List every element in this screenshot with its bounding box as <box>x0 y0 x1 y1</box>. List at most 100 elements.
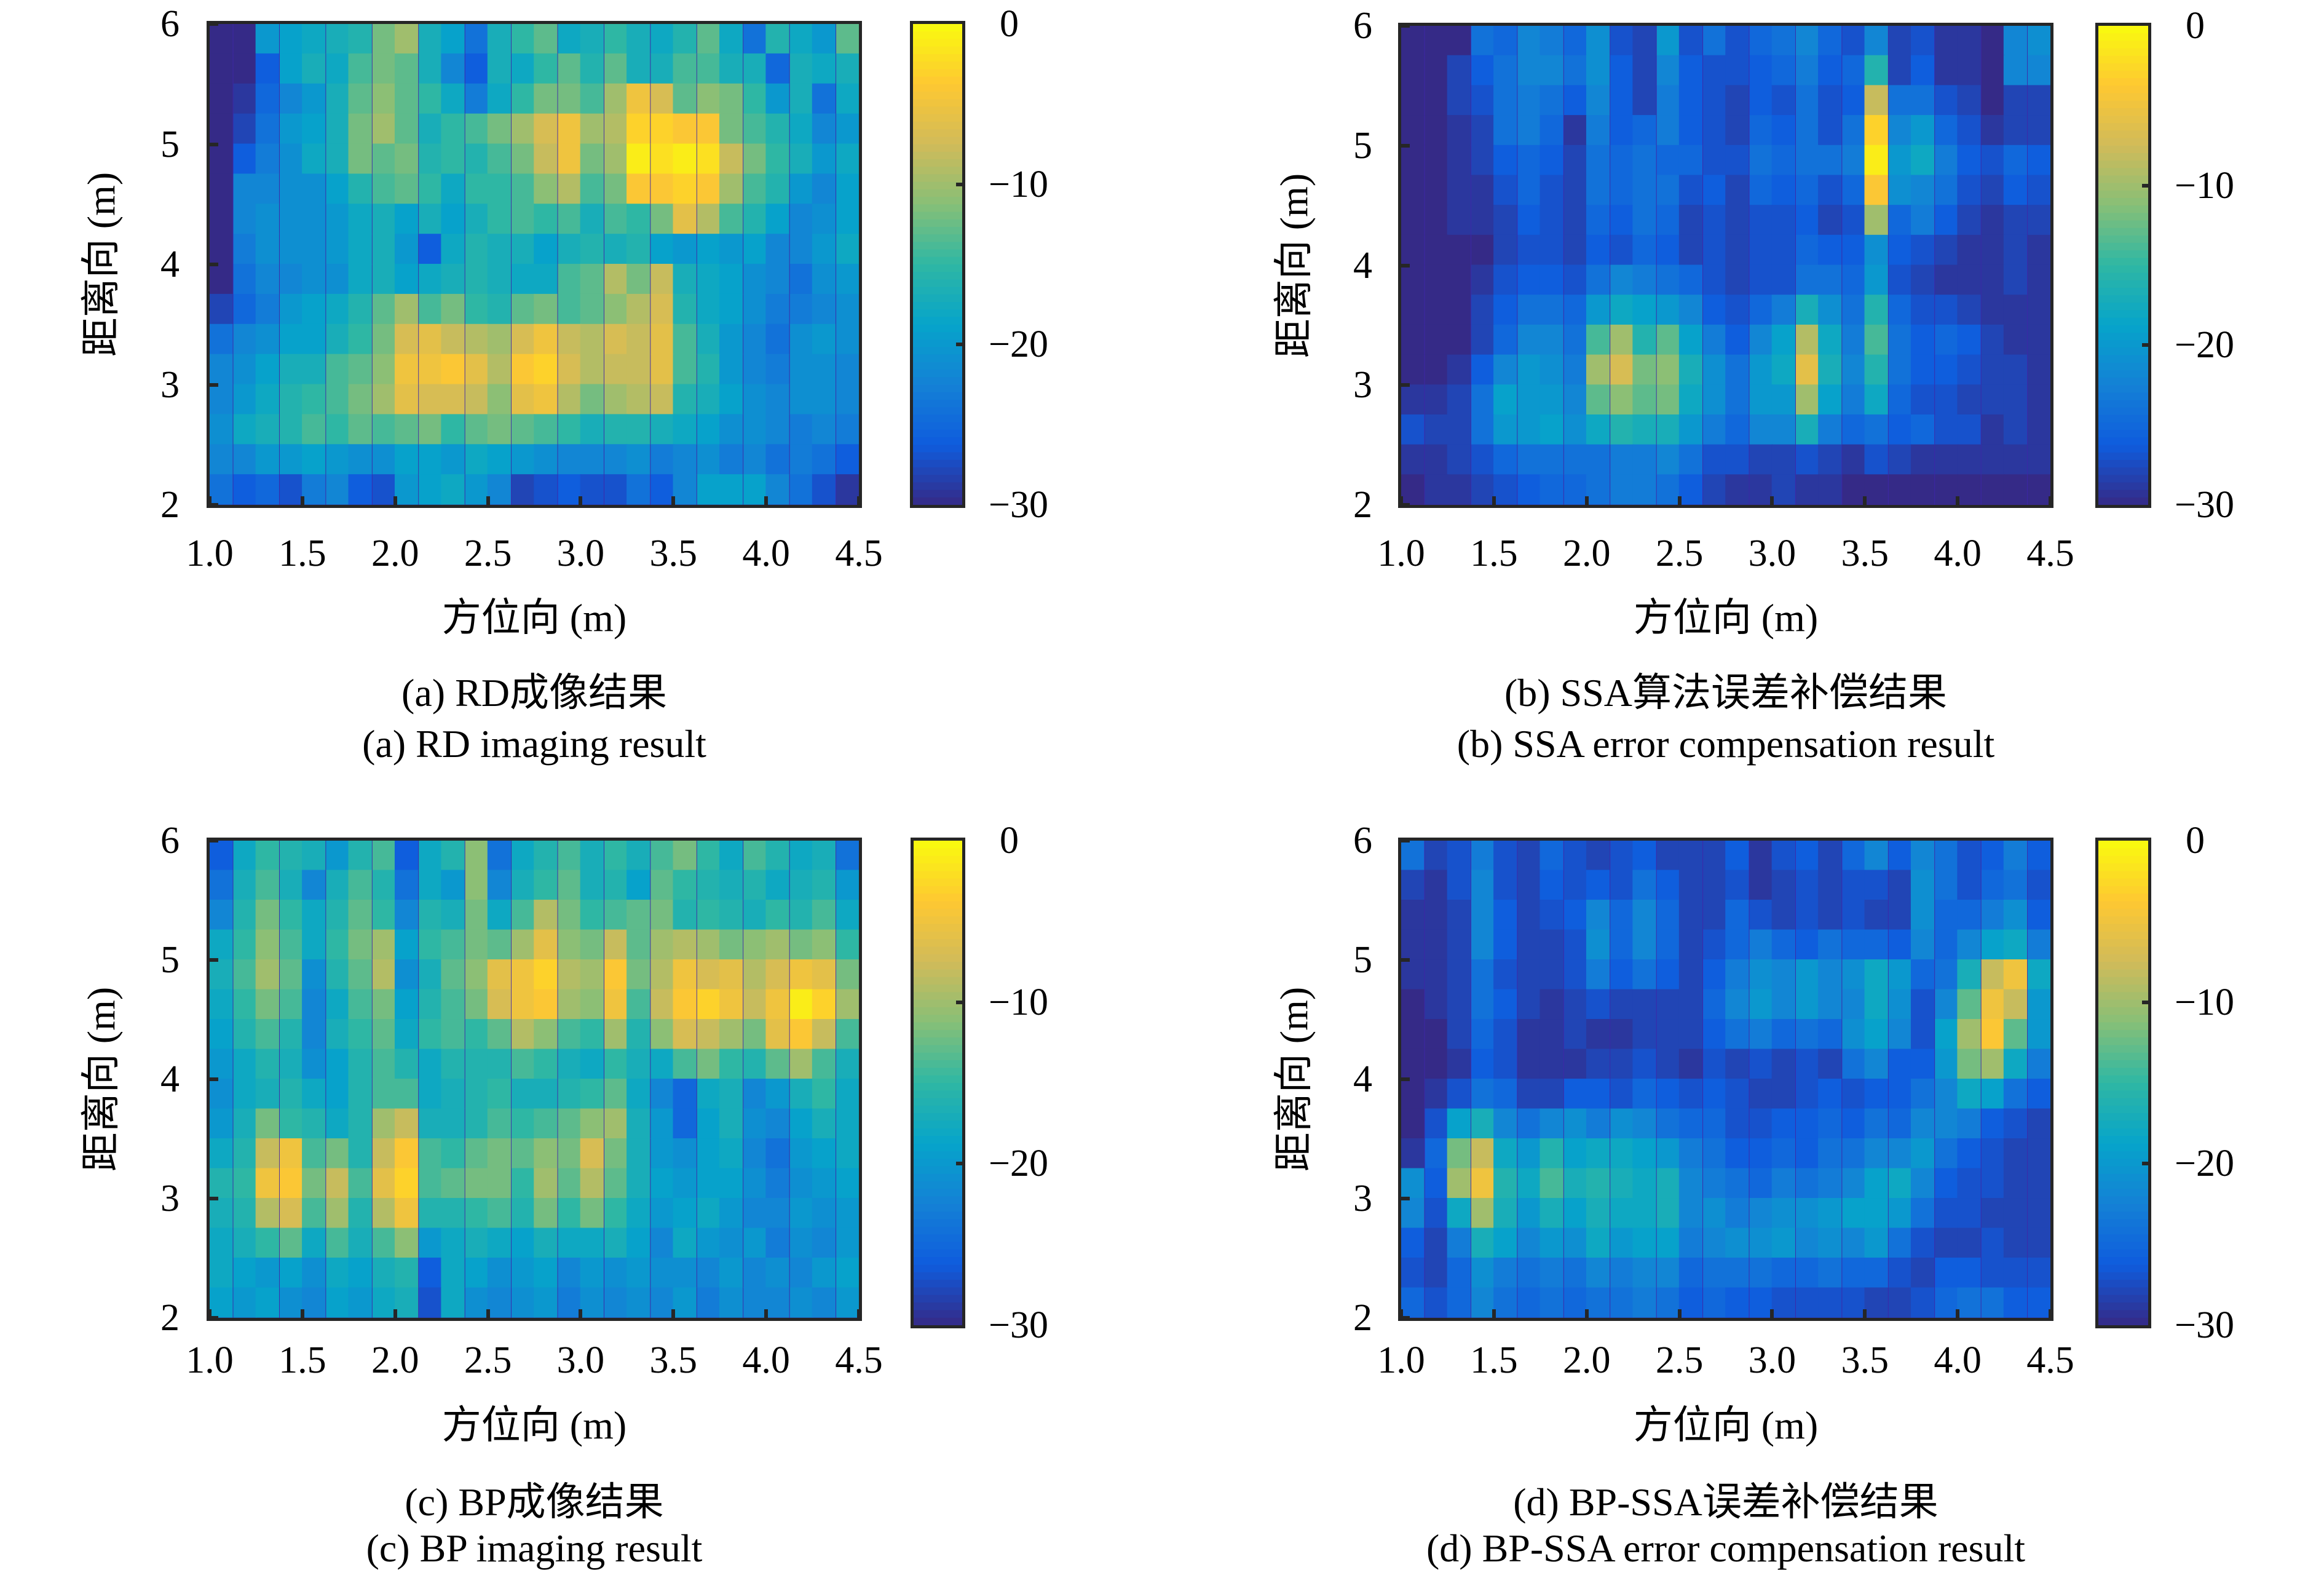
heatmap-cell <box>210 1049 233 1079</box>
heatmap-cell <box>512 1227 536 1258</box>
heatmap-cell <box>836 24 859 54</box>
heatmap-cell <box>1888 115 1913 146</box>
heatmap-cell <box>1586 1227 1610 1258</box>
heatmap-cell <box>558 1079 582 1109</box>
heatmap-cell <box>1703 264 1727 295</box>
heatmap-cell <box>1935 900 1959 930</box>
heatmap-cell <box>1725 1258 1749 1288</box>
heatmap-cell <box>1771 929 1795 960</box>
heatmap-cell <box>348 113 372 145</box>
heatmap-cell <box>372 474 397 505</box>
heatmap-cell <box>465 384 489 414</box>
heatmap-cell <box>836 1138 859 1169</box>
heatmap-cell <box>1493 234 1517 266</box>
caption-en: (b) SSA error compensation result <box>1456 722 1995 766</box>
heatmap-cell <box>626 143 650 174</box>
heatmap-cell <box>743 1138 767 1169</box>
caption-en: (c) BP imaging result <box>366 1526 703 1570</box>
heatmap-cell <box>255 1079 279 1109</box>
colorbar-tick-label: 0 <box>1000 820 1019 862</box>
colorbar-segment <box>913 144 962 153</box>
colorbar-segment <box>2098 1007 2148 1015</box>
heatmap-cell <box>2028 1258 2050 1288</box>
heatmap-cell <box>765 1168 789 1199</box>
colorbar-segment <box>914 1022 962 1031</box>
heatmap-cell <box>1632 1079 1656 1109</box>
heatmap-cell <box>836 1079 859 1109</box>
x-tick-label: 1.0 <box>186 533 234 574</box>
heatmap-cell <box>1888 384 1913 415</box>
colorbar <box>2095 838 2151 1328</box>
heatmap-cell <box>534 143 558 174</box>
y-tick-mark <box>210 383 218 387</box>
heatmap-cell <box>1957 474 1981 505</box>
x-tick-label: 4.0 <box>742 533 790 574</box>
heatmap-cell <box>210 959 233 990</box>
heatmap-cell <box>1586 324 1610 355</box>
heatmap-cell <box>1610 1168 1634 1199</box>
heatmap-cell <box>1471 900 1495 930</box>
colorbar-segment <box>2098 954 2148 962</box>
heatmap-cell <box>1656 324 1680 355</box>
heatmap-cell <box>372 1227 397 1258</box>
heatmap-cell <box>441 1258 465 1288</box>
heatmap-cell <box>372 870 397 900</box>
heatmap-cell <box>1957 1168 1981 1199</box>
colorbar-segment <box>914 1166 962 1175</box>
heatmap-cell <box>1656 384 1680 415</box>
heatmap-cell <box>650 841 674 871</box>
heatmap-cell <box>1610 324 1634 355</box>
heatmap-cell <box>1425 414 1449 445</box>
colorbar-segment <box>2098 55 2148 64</box>
heatmap-cell <box>1957 175 1981 205</box>
heatmap-cell <box>1795 959 1820 990</box>
colorbar-tick-label: −20 <box>2175 324 2234 367</box>
heatmap-cell <box>604 264 628 295</box>
heatmap-cell <box>441 264 465 295</box>
heatmap-cell <box>1771 1138 1795 1169</box>
heatmap-cell <box>1771 1198 1795 1229</box>
heatmap-cell <box>210 173 233 204</box>
heatmap-cell <box>372 354 397 385</box>
heatmap-cell <box>1632 900 1656 930</box>
heatmap-cell <box>419 323 443 355</box>
colorbar-segment <box>2098 78 2148 87</box>
heatmap-cell <box>789 173 813 204</box>
colorbar-segment <box>2098 855 2148 864</box>
heatmap-cell <box>1447 115 1471 146</box>
heatmap-cell <box>719 83 743 114</box>
heatmap-cell <box>673 841 697 871</box>
heatmap-cell <box>650 929 674 960</box>
x-tick-label: 3.0 <box>556 533 605 574</box>
heatmap-cell <box>604 1168 628 1199</box>
heatmap-cell <box>812 1258 836 1288</box>
heatmap-cell <box>1517 1258 1541 1288</box>
heatmap-cell <box>743 113 767 145</box>
heatmap-cell <box>394 234 419 264</box>
heatmap-cell <box>326 1258 350 1288</box>
colorbar-segment <box>2098 1226 2148 1235</box>
heatmap-cell <box>419 1287 443 1318</box>
heatmap-cell <box>233 929 257 960</box>
colorbar-segment <box>2098 1113 2148 1122</box>
heatmap-cell <box>441 1138 465 1169</box>
colorbar-segment <box>914 1257 962 1266</box>
heatmap-cell <box>1493 1198 1517 1229</box>
heatmap-cell <box>1910 989 1935 1020</box>
heatmap-cell <box>394 1049 419 1079</box>
y-tick-mark <box>1401 839 1410 842</box>
y-tick-mark <box>210 503 218 507</box>
heatmap-cell <box>2003 26 2028 56</box>
heatmap-cell <box>534 1168 558 1199</box>
heatmap-cell <box>743 1227 767 1258</box>
heatmap-cell <box>1749 1138 1773 1169</box>
heatmap-cell <box>1749 989 1773 1020</box>
heatmap-cell <box>1401 26 1425 56</box>
heatmap-cell <box>673 234 697 264</box>
heatmap-cell <box>279 113 304 145</box>
heatmap-cell <box>210 841 233 871</box>
heatmap-cell <box>1656 870 1680 900</box>
heatmap-cell <box>1910 175 1935 205</box>
heatmap-cell <box>512 1138 536 1169</box>
heatmap-cell <box>1401 205 1425 236</box>
